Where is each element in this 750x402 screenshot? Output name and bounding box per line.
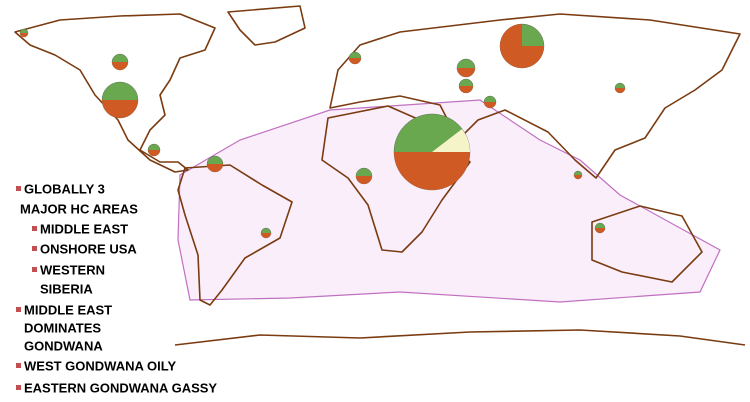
bullet — [32, 246, 37, 251]
bullet-text: DOMINATES — [24, 320, 101, 335]
bullet-text: GONDWANA — [24, 338, 103, 353]
bullet — [32, 267, 37, 272]
pie — [393, 113, 471, 191]
bullet-text: SIBERIA — [40, 281, 93, 296]
bullet-text: MIDDLE EAST — [40, 221, 128, 236]
bullet-text: MAJOR HC AREAS — [20, 201, 138, 216]
pie — [614, 82, 626, 94]
pie — [147, 143, 161, 157]
pie — [458, 78, 474, 94]
pie — [483, 95, 497, 109]
pie — [101, 81, 139, 119]
north-america — [14, 13, 216, 173]
pie — [355, 167, 373, 185]
bullet-text: ONSHORE USA — [40, 241, 137, 256]
pie — [260, 227, 272, 239]
pie — [499, 23, 545, 69]
australia — [591, 205, 703, 283]
gondwana-outline — [177, 99, 721, 303]
pie — [573, 170, 583, 180]
pie — [456, 58, 476, 78]
pie — [111, 53, 129, 71]
pie — [19, 28, 29, 38]
antarctica — [174, 329, 746, 346]
south-america — [177, 164, 293, 306]
pie — [348, 51, 362, 65]
pie-markers — [19, 23, 626, 239]
bullet-text: GLOBALLY 3 — [24, 181, 105, 196]
bullet-text: WESTERN — [40, 262, 105, 277]
bullet — [16, 186, 21, 191]
greenland — [227, 5, 306, 46]
bullet-text: MIDDLE EAST — [24, 302, 112, 317]
bullet — [16, 363, 21, 368]
pie — [206, 155, 224, 173]
bullet-text: EASTERN GONDWANA GASSY — [24, 380, 217, 395]
pie — [594, 222, 606, 234]
bullet — [16, 385, 21, 390]
bullet — [16, 307, 21, 312]
bullet-text: WEST GONDWANA OILY — [24, 358, 176, 373]
bullet-list: GLOBALLY 3 MAJOR HC AREAS MIDDLE EAST ON… — [16, 181, 217, 395]
bullet — [32, 226, 37, 231]
